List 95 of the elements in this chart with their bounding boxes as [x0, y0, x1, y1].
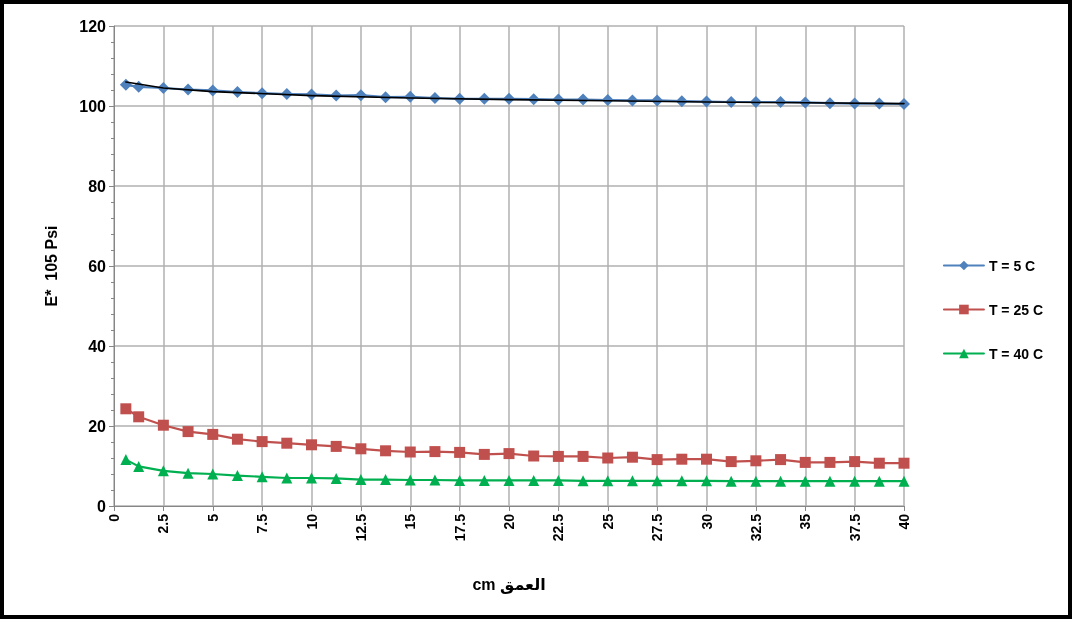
- point: [256, 436, 268, 448]
- y-tick-label: 60: [88, 257, 107, 275]
- x-tick-label: 40: [896, 513, 912, 530]
- point: [552, 474, 564, 486]
- point: [701, 453, 712, 465]
- point: [231, 470, 243, 482]
- x-tick-label: 22.5: [550, 513, 567, 542]
- point: [750, 475, 762, 487]
- point: [404, 474, 416, 486]
- point: [626, 475, 638, 487]
- point: [626, 451, 638, 463]
- x-tick-label: 27.5: [649, 513, 666, 542]
- point: [898, 475, 910, 487]
- point: [182, 467, 194, 479]
- point: [651, 475, 663, 487]
- point: [306, 472, 317, 484]
- point: [404, 446, 416, 458]
- y-tick-label: 100: [79, 97, 107, 115]
- x-tick-label: 7.5: [254, 513, 271, 534]
- point: [725, 456, 737, 468]
- point: [133, 460, 145, 472]
- x-tick-label: 25: [599, 513, 616, 530]
- point: [799, 475, 811, 487]
- x-tick-label: 5: [204, 513, 221, 522]
- point: [120, 454, 132, 466]
- x-tick-label: 12.5: [352, 513, 369, 542]
- y-tick-label: 120: [79, 17, 107, 35]
- point: [503, 474, 515, 486]
- x-tick-label: 30: [698, 513, 715, 530]
- x-tick-label: 37.5: [846, 513, 863, 542]
- x-tick-label: 15: [402, 513, 419, 530]
- point: [306, 439, 317, 451]
- point: [651, 454, 663, 466]
- point: [355, 443, 367, 455]
- point: [577, 450, 589, 462]
- legend-label: T = 5 C: [988, 257, 1036, 274]
- point: [775, 454, 787, 466]
- point: [182, 426, 194, 438]
- point: [552, 450, 564, 462]
- point: [330, 472, 342, 484]
- point: [824, 456, 836, 468]
- y-tick-label: 20: [88, 417, 107, 435]
- x-tick-label: 20: [501, 513, 517, 530]
- point: [281, 437, 293, 449]
- point: [602, 475, 614, 487]
- point: [873, 457, 885, 469]
- point: [898, 457, 910, 469]
- point: [725, 475, 737, 487]
- point: [873, 475, 885, 487]
- point: [528, 450, 540, 462]
- point: [207, 468, 219, 480]
- x-tick-label: 35: [797, 513, 814, 530]
- x-tick-label: 10: [303, 513, 320, 530]
- point: [528, 474, 540, 486]
- point: [478, 474, 490, 486]
- point: [824, 475, 836, 487]
- point: [256, 471, 268, 483]
- y-axis-title: E* 105 Psi: [42, 225, 60, 307]
- point: [898, 98, 910, 110]
- point: [380, 474, 392, 486]
- x-tick-label: 0: [106, 513, 122, 522]
- point: [380, 445, 392, 457]
- point: [503, 448, 515, 460]
- legend-label: T = 25 C: [988, 301, 1044, 318]
- point: [849, 456, 861, 468]
- legend-label: T = 40 C: [988, 345, 1044, 362]
- y-tick-label: 80: [88, 177, 107, 195]
- point: [454, 474, 466, 486]
- point: [602, 452, 614, 464]
- point: [330, 440, 342, 452]
- point: [355, 474, 367, 486]
- point: [133, 411, 145, 423]
- point: [799, 456, 811, 468]
- point: [775, 475, 787, 487]
- point: [157, 419, 169, 431]
- point: [120, 403, 132, 415]
- point: [577, 475, 589, 487]
- y-tick-label: 40: [88, 337, 107, 355]
- point: [750, 455, 762, 467]
- point: [454, 446, 466, 458]
- point: [429, 474, 441, 486]
- point: [281, 472, 293, 484]
- point: [478, 448, 490, 460]
- point: [157, 465, 169, 477]
- point: [207, 428, 219, 440]
- x-tick-label: 32.5: [747, 513, 764, 542]
- point: [231, 433, 243, 445]
- x-tick-label: 2.5: [155, 513, 172, 534]
- point: [849, 475, 861, 487]
- point: [429, 446, 441, 458]
- x-axis-title: cm العمق: [472, 575, 546, 594]
- point: [701, 475, 712, 487]
- point: [676, 475, 688, 487]
- x-tick-label: 17.5: [451, 513, 468, 542]
- point: [676, 453, 688, 465]
